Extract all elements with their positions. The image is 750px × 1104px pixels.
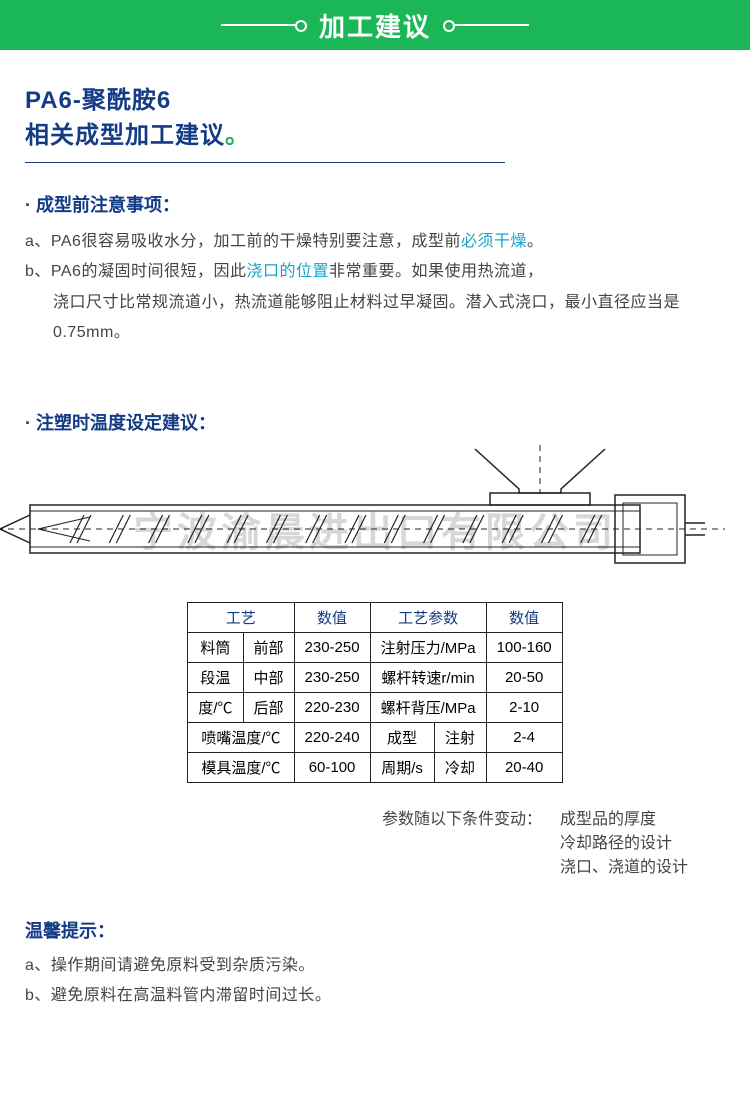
note-a-hl: 必须干燥 <box>461 233 527 250</box>
tips-b: b、避免原料在高温料管内滞留时间过长。 <box>25 981 725 1011</box>
cond-item-0: 成型品的厚度 <box>560 805 710 829</box>
cell-a1: 度/℃ <box>188 692 243 722</box>
cell-a2: 中部 <box>243 662 294 692</box>
cell-d: 2-10 <box>486 692 562 722</box>
cell-a2: 后部 <box>243 692 294 722</box>
title-dot: 。 <box>225 122 250 149</box>
section2-head: · 注塑时温度设定建议： <box>25 409 725 435</box>
cell-c1: 周期/s <box>370 752 434 782</box>
tips-a: a、操作期间请避免原料受到杂质污染。 <box>25 951 725 981</box>
cell-c: 注射压力/MPa <box>370 632 486 662</box>
cell-b: 220-240 <box>294 722 370 752</box>
title-block: PA6-聚酰胺6 相关成型加工建议。 <box>25 80 725 163</box>
cell-c2: 冷却 <box>434 752 486 782</box>
parameter-table: 工艺数值工艺参数数值料筒前部230-250注射压力/MPa100-160段温中部… <box>187 602 562 783</box>
note-a-pre: a、PA6很容易吸收水分，加工前的干燥特别要注意，成型前 <box>25 233 461 250</box>
note-b-line2: 浇口尺寸比常规流道小，热流道能够阻止材料过早凝固。潜入式浇口，最小直径应当是0.… <box>25 288 725 349</box>
note-b-hl: 浇口的位置 <box>246 263 329 280</box>
title-line2-text: 相关成型加工建议 <box>25 122 225 149</box>
cond-item-1: 冷却路径的设计 <box>560 829 710 853</box>
cell-b: 60-100 <box>294 752 370 782</box>
title-underline <box>25 162 505 163</box>
cell-b: 230-250 <box>294 632 370 662</box>
th-process: 工艺 <box>188 602 294 632</box>
cell-a: 模具温度/℃ <box>188 752 294 782</box>
note-b-post: 非常重要。如果使用热流道， <box>329 263 544 280</box>
note-b-pre: b、PA6的凝固时间很短，因此 <box>25 263 246 280</box>
cell-a1: 段温 <box>188 662 243 692</box>
header-line-right <box>449 24 529 26</box>
cond-item-2: 浇口、浇道的设计 <box>560 853 710 877</box>
title-line1: PA6-聚酰胺6 <box>25 80 725 115</box>
section1-head: · 成型前注意事项： <box>25 191 725 217</box>
cell-a1: 料筒 <box>188 632 243 662</box>
title-line2: 相关成型加工建议。 <box>25 115 725 150</box>
cell-d: 100-160 <box>486 632 562 662</box>
cell-b: 230-250 <box>294 662 370 692</box>
th-param: 工艺参数 <box>370 602 486 632</box>
cell-d: 2-4 <box>486 722 562 752</box>
cell-a2: 前部 <box>243 632 294 662</box>
cond-label: 参数随以下条件变动： <box>0 805 560 829</box>
cell-d: 20-50 <box>486 662 562 692</box>
cell-c: 螺杆转速r/min <box>370 662 486 692</box>
condition-notes: 参数随以下条件变动： 成型品的厚度 x 冷却路径的设计 x 浇口、浇道的设计 <box>0 805 750 877</box>
header-line-left <box>221 24 301 26</box>
note-b: b、PA6的凝固时间很短，因此浇口的位置非常重要。如果使用热流道， <box>25 257 725 287</box>
th-value2: 数值 <box>486 602 562 632</box>
header-bar: 加工建议 <box>0 0 750 50</box>
tips-head: 温馨提示： <box>25 917 725 943</box>
cell-c: 螺杆背压/MPa <box>370 692 486 722</box>
cell-b: 220-230 <box>294 692 370 722</box>
note-a-post: 。 <box>527 233 544 250</box>
cell-a: 喷嘴温度/℃ <box>188 722 294 752</box>
cell-c2: 注射 <box>434 722 486 752</box>
note-a: a、PA6很容易吸收水分，加工前的干燥特别要注意，成型前必须干燥。 <box>25 227 725 257</box>
th-value1: 数值 <box>294 602 370 632</box>
cell-d: 20-40 <box>486 752 562 782</box>
header-title: 加工建议 <box>319 7 431 44</box>
cell-c1: 成型 <box>370 722 434 752</box>
extruder-diagram <box>0 445 725 590</box>
